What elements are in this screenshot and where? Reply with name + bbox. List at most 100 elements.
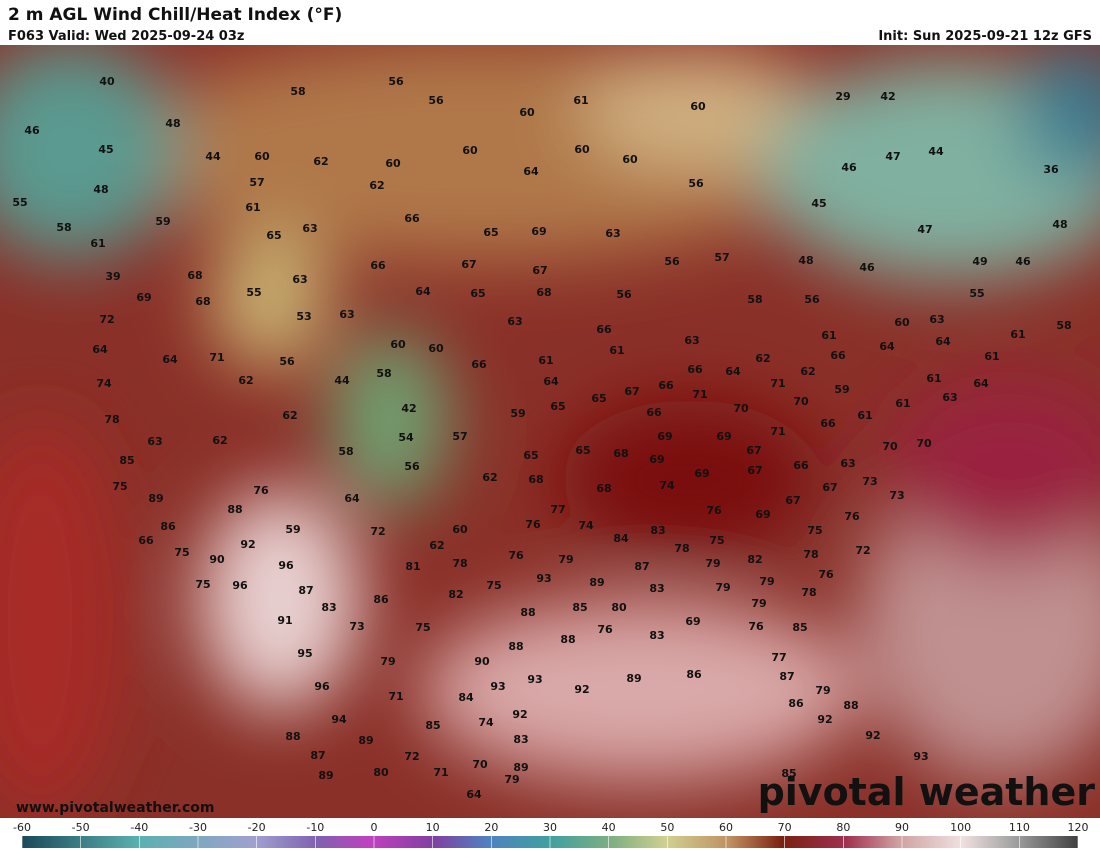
station-value: 46 xyxy=(1015,255,1031,268)
map xyxy=(0,45,1100,818)
station-value: 66 xyxy=(687,363,703,376)
station-value: 65 xyxy=(483,226,498,239)
station-value: 64 xyxy=(543,375,559,388)
station-value: 48 xyxy=(1052,218,1067,231)
station-value: 56 xyxy=(404,460,420,473)
colorbar-tick-label: -50 xyxy=(72,821,90,834)
station-value: 42 xyxy=(401,402,416,415)
station-value: 72 xyxy=(404,750,419,763)
station-value: 58 xyxy=(56,221,71,234)
station-value: 67 xyxy=(747,464,762,477)
station-value: 61 xyxy=(984,350,999,363)
station-value: 94 xyxy=(331,713,347,726)
station-value: 47 xyxy=(917,223,932,236)
station-value: 63 xyxy=(684,334,699,347)
station-value: 57 xyxy=(714,251,729,264)
station-value: 49 xyxy=(972,255,987,268)
station-value: 90 xyxy=(474,655,490,668)
station-value: 91 xyxy=(277,614,292,627)
station-value: 64 xyxy=(523,165,539,178)
station-value: 79 xyxy=(815,684,830,697)
station-value: 62 xyxy=(369,179,384,192)
colorbar-tick-label: -30 xyxy=(189,821,207,834)
station-value: 66 xyxy=(793,459,809,472)
station-value: 80 xyxy=(611,601,627,614)
colorbar-tick-label: -20 xyxy=(248,821,266,834)
station-value: 66 xyxy=(404,212,420,225)
station-value: 66 xyxy=(471,358,487,371)
station-value: 71 xyxy=(209,351,224,364)
station-value: 70 xyxy=(793,395,809,408)
station-value: 46 xyxy=(841,161,857,174)
station-value: 61 xyxy=(538,354,553,367)
station-value: 59 xyxy=(510,407,525,420)
station-value: 71 xyxy=(770,425,785,438)
station-value: 62 xyxy=(429,539,444,552)
station-value: 66 xyxy=(138,534,154,547)
station-value: 71 xyxy=(770,377,785,390)
station-value: 73 xyxy=(862,475,877,488)
station-value: 65 xyxy=(523,449,538,462)
station-value: 75 xyxy=(807,524,822,537)
colorbar-tick-label: 10 xyxy=(426,821,440,834)
station-value: 69 xyxy=(685,615,700,628)
station-value: 83 xyxy=(649,582,664,595)
station-value: 56 xyxy=(279,355,295,368)
station-value: 84 xyxy=(613,532,629,545)
station-value: 68 xyxy=(596,482,611,495)
station-value: 72 xyxy=(855,544,870,557)
colorbar-tick-label: 50 xyxy=(660,821,674,834)
station-value: 36 xyxy=(1043,163,1059,176)
station-value: 89 xyxy=(358,734,373,747)
station-value: 62 xyxy=(313,155,328,168)
station-value: 60 xyxy=(428,342,444,355)
station-value: 57 xyxy=(452,430,467,443)
station-value: 70 xyxy=(733,402,749,415)
station-value: 76 xyxy=(253,484,269,497)
station-value: 96 xyxy=(314,680,330,693)
station-value: 71 xyxy=(433,766,448,779)
station-value: 71 xyxy=(692,388,707,401)
station-value: 64 xyxy=(162,353,178,366)
station-value: 79 xyxy=(705,557,720,570)
colorbar-tick-label: 60 xyxy=(719,821,733,834)
station-value: 78 xyxy=(104,413,119,426)
station-value: 42 xyxy=(880,90,895,103)
station-value: 65 xyxy=(575,444,590,457)
init-time: Init: Sun 2025-09-21 12z GFS xyxy=(878,29,1092,44)
title: 2 m AGL Wind Chill/Heat Index (°F) xyxy=(8,5,342,25)
station-value: 66 xyxy=(820,417,836,430)
station-value: 63 xyxy=(147,435,162,448)
station-value: 60 xyxy=(254,150,270,163)
station-value: 54 xyxy=(398,431,414,444)
station-value: 88 xyxy=(508,640,523,653)
station-value: 70 xyxy=(916,437,932,450)
station-value: 87 xyxy=(779,670,794,683)
station-value: 96 xyxy=(278,559,294,572)
station-value: 67 xyxy=(461,258,476,271)
station-value: 92 xyxy=(512,708,527,721)
station-value: 75 xyxy=(174,546,189,559)
station-value: 72 xyxy=(99,313,114,326)
station-value: 63 xyxy=(929,313,944,326)
station-value: 61 xyxy=(926,372,941,385)
station-value: 74 xyxy=(478,716,494,729)
station-value: 65 xyxy=(470,287,485,300)
station-value: 56 xyxy=(688,177,704,190)
station-value: 89 xyxy=(318,769,333,782)
station-value: 45 xyxy=(98,143,113,156)
station-value: 55 xyxy=(12,196,27,209)
station-value: 93 xyxy=(913,750,928,763)
station-value: 47 xyxy=(885,150,900,163)
station-value: 46 xyxy=(24,124,40,137)
station-value: 60 xyxy=(519,106,535,119)
station-value: 63 xyxy=(605,227,620,240)
station-value: 44 xyxy=(928,145,944,158)
station-value: 73 xyxy=(889,489,904,502)
station-value: 85 xyxy=(119,454,134,467)
station-value: 82 xyxy=(747,553,762,566)
station-value: 69 xyxy=(755,508,770,521)
station-value: 95 xyxy=(297,647,312,660)
station-value: 79 xyxy=(380,655,395,668)
station-value: 75 xyxy=(112,480,127,493)
